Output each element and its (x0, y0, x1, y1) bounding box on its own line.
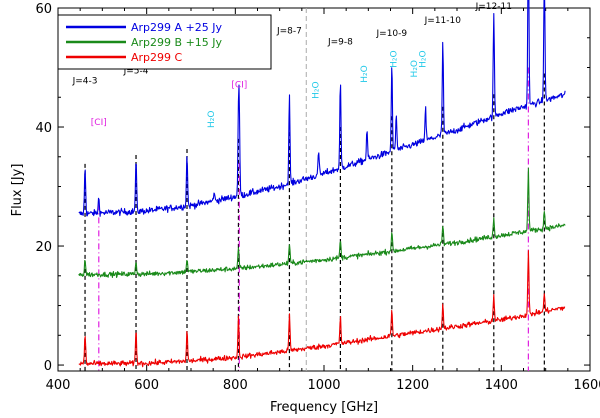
atomic-line-label: [CI] (91, 118, 107, 128)
co-line-label: J=4-3 (72, 77, 98, 87)
h2o-line-label: H₂O (410, 60, 420, 77)
legend: Arp299 A +25 Jy Arp299 B +15 Jy Arp299 C (57, 14, 272, 70)
y-tick-label: 0 (44, 359, 52, 374)
h2o-line-label: H₂O (207, 111, 217, 128)
legend-label-c: Arp299 C (131, 51, 183, 64)
co-line-label: J=5-4 (123, 66, 149, 76)
spectra (78, 0, 566, 368)
atomic-line-label: [CI] (231, 81, 247, 91)
x-tick-label: 400 (46, 378, 71, 393)
series-line (78, 0, 566, 217)
legend-label-b: Arp299 B +15 Jy (131, 36, 223, 49)
x-tick-label: 800 (223, 378, 248, 393)
y-tick-label: 40 (35, 121, 52, 136)
h2o-line-label: H₂O (389, 50, 399, 67)
legend-label-a: Arp299 A +25 Jy (131, 21, 222, 34)
co-line-label: J=11-10 (424, 16, 462, 26)
h2o-line-label: H₂O (360, 65, 370, 82)
h2o-line-label: H₂O (312, 81, 322, 98)
y-axis-label: Flux [Jy] (10, 164, 25, 217)
co-line-label: J=8-7 (276, 27, 302, 37)
x-tick-label: 1400 (485, 378, 518, 393)
co-line-label: J=10-9 (376, 29, 408, 39)
co-line-label: J=9-8 (327, 37, 353, 47)
x-tick-label: 1200 (396, 378, 429, 393)
series-line (78, 167, 566, 278)
h2o-line-label: H₂O (419, 50, 429, 67)
y-tick-label: 60 (35, 2, 52, 17)
x-axis-label: Frequency [GHz] (270, 400, 378, 415)
x-tick-label: 1000 (307, 378, 340, 393)
y-tick-label: 20 (35, 240, 52, 255)
series-line (78, 250, 566, 368)
x-tick-label: 600 (134, 378, 159, 393)
co-line-label: J=12-11 (475, 2, 512, 12)
y-axis: 0 20 40 60 (35, 2, 590, 374)
